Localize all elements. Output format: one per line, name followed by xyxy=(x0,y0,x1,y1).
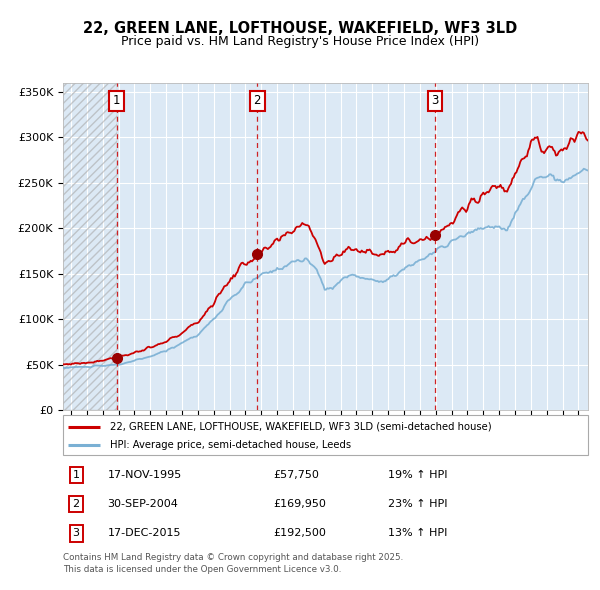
Text: £192,500: £192,500 xyxy=(273,529,326,539)
Text: 22, GREEN LANE, LOFTHOUSE, WAKEFIELD, WF3 3LD: 22, GREEN LANE, LOFTHOUSE, WAKEFIELD, WF… xyxy=(83,21,517,36)
Text: 1: 1 xyxy=(73,470,80,480)
FancyBboxPatch shape xyxy=(63,415,588,455)
Text: 19% ↑ HPI: 19% ↑ HPI xyxy=(389,470,448,480)
Text: 23% ↑ HPI: 23% ↑ HPI xyxy=(389,499,448,509)
Text: 17-DEC-2015: 17-DEC-2015 xyxy=(107,529,181,539)
Text: 3: 3 xyxy=(73,529,80,539)
Text: 30-SEP-2004: 30-SEP-2004 xyxy=(107,499,179,509)
Text: Price paid vs. HM Land Registry's House Price Index (HPI): Price paid vs. HM Land Registry's House … xyxy=(121,35,479,48)
Text: 22, GREEN LANE, LOFTHOUSE, WAKEFIELD, WF3 3LD (semi-detached house): 22, GREEN LANE, LOFTHOUSE, WAKEFIELD, WF… xyxy=(110,422,492,432)
Text: 13% ↑ HPI: 13% ↑ HPI xyxy=(389,529,448,539)
Text: £57,750: £57,750 xyxy=(273,470,319,480)
Text: 3: 3 xyxy=(431,94,439,107)
Text: HPI: Average price, semi-detached house, Leeds: HPI: Average price, semi-detached house,… xyxy=(110,440,352,450)
Text: Contains HM Land Registry data © Crown copyright and database right 2025.
This d: Contains HM Land Registry data © Crown c… xyxy=(63,553,403,574)
Text: 2: 2 xyxy=(254,94,261,107)
Text: £169,950: £169,950 xyxy=(273,499,326,509)
Text: 1: 1 xyxy=(113,94,121,107)
Text: 2: 2 xyxy=(73,499,80,509)
Text: 17-NOV-1995: 17-NOV-1995 xyxy=(107,470,182,480)
